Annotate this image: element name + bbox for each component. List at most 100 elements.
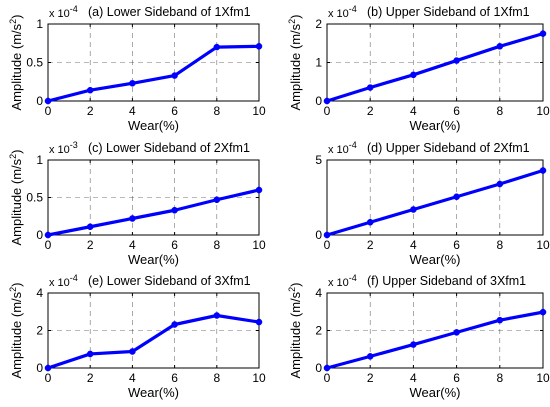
x-tick-label: 10 — [536, 238, 550, 252]
scale-multiplier-exponent: -4 — [70, 273, 78, 283]
subplot-e: 0 2 4 6 8 10 0 2 4 x 10-4 (e) Lower Sideband of 3X… — [8, 273, 266, 400]
x-axis-label: Wear(%) — [409, 252, 460, 267]
x-tick-label: 6 — [453, 104, 460, 118]
y-axis-label-sup: 2 — [8, 287, 18, 292]
scale-multiplier-base: x 10 — [49, 144, 70, 156]
y-tick-label: 0.5 — [26, 191, 43, 205]
y-axis-label-text: Amplitude (m/s — [9, 23, 24, 110]
x-tick-label: 2 — [87, 104, 94, 118]
y-tick-label: 0 — [36, 94, 43, 108]
data-point — [410, 341, 417, 348]
scale-multiplier-exponent: -4 — [349, 140, 357, 150]
x-tick-label: 6 — [453, 371, 460, 385]
data-point — [539, 30, 547, 37]
data-point — [44, 231, 52, 239]
y-axis-label-close: ) — [9, 14, 24, 18]
x-axis-label: Wear(%) — [128, 118, 179, 133]
y-tick-label: 5 — [315, 153, 322, 167]
scale-multiplier: x 10-4 — [49, 273, 78, 289]
data-point — [496, 180, 503, 188]
x-tick-label: 0 — [45, 371, 52, 385]
x-tick-label: 8 — [496, 104, 503, 118]
data-point — [367, 84, 374, 91]
data-point — [171, 321, 178, 328]
scale-multiplier: x 10-3 — [49, 140, 78, 156]
x-tick-label: 10 — [536, 371, 550, 385]
data-point — [539, 308, 547, 316]
data-point — [129, 348, 136, 355]
x-tick-label: 6 — [453, 238, 460, 252]
x-tick-label: 4 — [129, 238, 136, 252]
x-tick-label: 2 — [367, 238, 374, 252]
subplot-c: 0 2 4 6 8 10 0 0.5 1 x 10-3 (c) Lower Sideband of … — [8, 140, 266, 267]
y-axis-label-text: Amplitude (m/s — [288, 23, 303, 110]
data-point — [496, 316, 503, 324]
x-axis-label: Wear(%) — [128, 252, 179, 267]
scale-multiplier-exponent: -4 — [70, 4, 78, 14]
y-axis-label-sup: 2 — [287, 287, 297, 292]
x-tick-label: 0 — [45, 238, 52, 252]
data-point — [44, 97, 52, 105]
data-point — [323, 364, 331, 372]
scale-multiplier-base: x 10 — [328, 8, 349, 20]
y-axis-label-text: Amplitude (m/s — [9, 291, 24, 378]
scale-multiplier-base: x 10 — [328, 277, 349, 289]
x-tick-label: 0 — [324, 104, 331, 118]
y-axis-label-text: Amplitude (m/s — [9, 158, 24, 245]
y-tick-label: 1 — [36, 17, 43, 31]
x-tick-label: 4 — [410, 371, 417, 385]
x-axis-label: Wear(%) — [128, 385, 179, 400]
x-tick-label: 6 — [171, 371, 178, 385]
y-axis-label: Amplitude (m/s2) — [8, 282, 24, 378]
y-tick-label: 2 — [315, 17, 322, 31]
y-axis-label: Amplitude (m/s2) — [8, 149, 24, 245]
x-axis-label: Wear(%) — [409, 385, 460, 400]
x-tick-label: 8 — [213, 104, 220, 118]
subplot-a: 0 2 4 6 8 10 0 0.5 1 x 10-4 (a) Lower Sideband of … — [8, 4, 266, 133]
y-tick-label: 0.5 — [26, 56, 43, 70]
series-line — [325, 168, 545, 237]
subplot-f: 0 2 4 6 8 10 0 2 4 x 10-4 (f) Upper Sideband of 3X… — [287, 273, 550, 400]
data-point — [496, 43, 503, 50]
data-point — [255, 318, 263, 326]
series-line — [46, 188, 261, 237]
y-axis-label-close: ) — [288, 282, 303, 286]
x-tick-label: 8 — [213, 371, 220, 385]
x-tick-label: 8 — [496, 371, 503, 385]
data-point — [87, 350, 94, 358]
x-axis-label: Wear(%) — [409, 118, 460, 133]
data-point — [323, 231, 331, 239]
subplot-title: (d) Upper Sideband of 2Xfm1 — [367, 141, 530, 155]
data-point — [213, 43, 220, 51]
data-point — [410, 71, 417, 79]
y-tick-label: 4 — [36, 286, 43, 300]
scale-multiplier-exponent: -4 — [349, 4, 357, 14]
data-point — [87, 87, 94, 94]
x-tick-label: 6 — [171, 238, 178, 252]
series-line — [46, 44, 261, 103]
data-point — [453, 57, 460, 64]
y-tick-label: 1 — [315, 56, 322, 70]
scale-multiplier: x 10-4 — [328, 140, 357, 156]
y-axis-label-text: Amplitude (m/s — [288, 291, 303, 378]
x-tick-label: 10 — [252, 104, 266, 118]
subplot-title: (b) Upper Sideband of 1Xfm1 — [367, 5, 530, 19]
x-tick-label: 10 — [252, 238, 266, 252]
data-point — [129, 80, 136, 87]
y-axis-label-close: ) — [288, 14, 303, 18]
y-tick-label: 2 — [315, 324, 322, 338]
y-axis-label: Amplitude (m/s2) — [287, 282, 303, 378]
data-point — [453, 329, 460, 336]
x-tick-label: 4 — [410, 104, 417, 118]
y-axis-label: Amplitude (m/s2) — [8, 14, 24, 110]
y-axis-label-sup: 2 — [8, 19, 18, 24]
axes-box — [326, 159, 544, 236]
series-line — [46, 313, 261, 370]
data-point — [410, 206, 417, 213]
y-axis-label-sup: 2 — [287, 19, 297, 24]
series-line — [325, 32, 545, 103]
data-point — [129, 215, 136, 222]
y-axis-label-sup: 2 — [8, 154, 18, 159]
subplot-title: (a) Lower Sideband of 1Xfm1 — [88, 5, 251, 19]
